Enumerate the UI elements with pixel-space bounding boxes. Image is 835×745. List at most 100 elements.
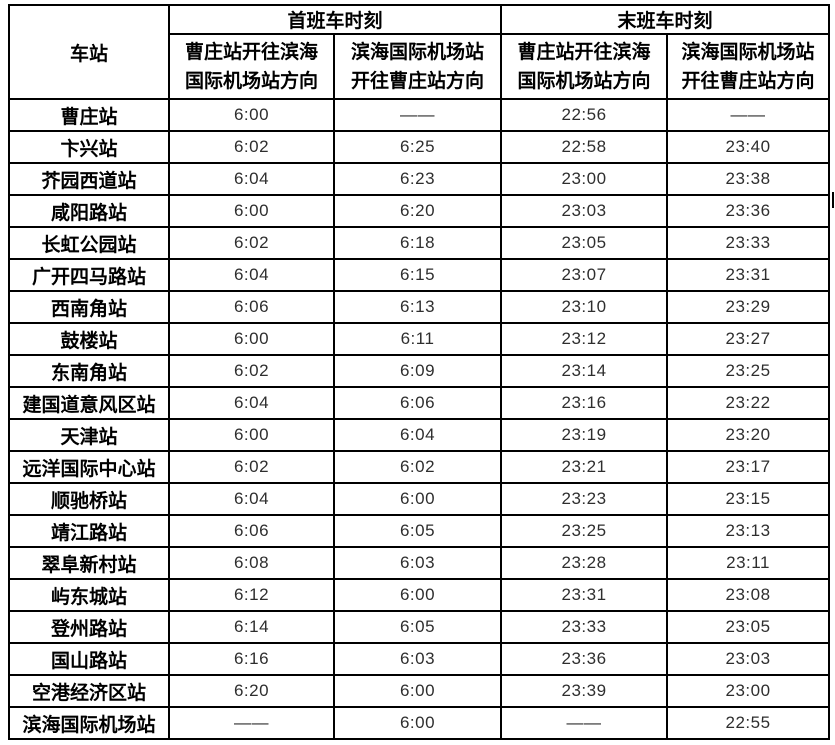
first-train-to-caozhuang-cell: 6:05	[332, 514, 503, 548]
timetable-table: 车站 首班车时刻 末班车时刻 曹庄站开往滨海 国际机场站方向 滨海国际机场站 开…	[8, 4, 831, 740]
first-train-group-header: 首班车时刻	[167, 4, 503, 35]
last-train-to-caozhuang-cell: 23:27	[666, 322, 831, 356]
table-row: 空港经济区站 6:20 6:00 23:39 23:00	[8, 674, 831, 708]
table-row: 屿东城站 6:12 6:00 23:31 23:08	[8, 578, 831, 612]
last-train-to-airport-cell: 23:21	[500, 450, 669, 484]
first-train-to-caozhuang-cell: ——	[332, 98, 503, 132]
direction-header-first-to-airport: 曹庄站开往滨海 国际机场站方向	[168, 33, 335, 100]
timetable-header: 车站 首班车时刻 末班车时刻 曹庄站开往滨海 国际机场站方向 滨海国际机场站 开…	[8, 4, 831, 100]
timetable-body: 曹庄站 6:00 —— 22:56 —— 卞兴站 6:02 6:25 22:58…	[8, 98, 831, 740]
first-train-to-caozhuang-cell: 6:06	[332, 386, 503, 420]
first-train-to-airport-cell: 6:06	[168, 290, 335, 324]
direction-header-line: 开往曹庄站方向	[681, 70, 815, 92]
station-name-cell: 广开四马路站	[8, 258, 170, 292]
last-train-to-airport-cell: 23:31	[500, 578, 669, 612]
first-train-to-caozhuang-cell: 6:03	[332, 642, 503, 676]
first-train-to-airport-cell: 6:00	[168, 322, 335, 356]
station-name-cell: 滨海国际机场站	[8, 706, 170, 740]
table-row: 卞兴站 6:02 6:25 22:58 23:40	[8, 130, 831, 164]
station-name-cell: 长虹公园站	[8, 226, 170, 260]
station-name-cell: 咸阳路站	[8, 194, 170, 228]
direction-header-line: 滨海国际机场站	[681, 41, 815, 63]
last-train-to-airport-cell: 23:28	[500, 546, 669, 580]
direction-header-last-to-airport: 曹庄站开往滨海 国际机场站方向	[500, 33, 669, 100]
table-row: 东南角站 6:02 6:09 23:14 23:25	[8, 354, 831, 388]
last-train-to-caozhuang-cell: 23:08	[666, 578, 831, 612]
table-row: 咸阳路站 6:00 6:20 23:03 23:36	[8, 194, 831, 228]
last-train-to-airport-cell: 23:07	[500, 258, 669, 292]
first-train-to-caozhuang-cell: 6:09	[332, 354, 503, 388]
last-train-to-airport-cell: 22:56	[500, 98, 669, 132]
station-name-cell: 靖江路站	[8, 514, 170, 548]
table-row: 远洋国际中心站 6:02 6:02 23:21 23:17	[8, 450, 831, 484]
station-name-cell: 空港经济区站	[8, 674, 170, 708]
last-train-to-caozhuang-cell: 23:31	[666, 258, 831, 292]
direction-header-row: 曹庄站开往滨海 国际机场站方向 滨海国际机场站 开往曹庄站方向 曹庄站开往滨海 …	[9, 33, 831, 100]
first-train-to-caozhuang-cell: 6:23	[332, 162, 503, 196]
direction-header-line: 曹庄站开往滨海	[517, 41, 651, 63]
first-train-to-caozhuang-cell: 6:11	[332, 322, 503, 356]
last-train-to-airport-cell: 23:10	[500, 290, 669, 324]
station-name-cell: 曹庄站	[8, 98, 170, 132]
first-train-to-airport-cell: 6:04	[168, 258, 335, 292]
last-train-to-airport-cell: 23:25	[500, 514, 669, 548]
first-train-to-caozhuang-cell: 6:20	[332, 194, 503, 228]
last-train-to-airport-cell: 23:00	[500, 162, 669, 196]
first-train-to-airport-cell: 6:06	[168, 514, 335, 548]
table-row: 翠阜新村站 6:08 6:03 23:28 23:11	[8, 546, 831, 580]
station-name-cell: 西南角站	[8, 290, 170, 324]
station-name-cell: 芥园西道站	[8, 162, 170, 196]
first-train-to-airport-cell: 6:00	[168, 418, 335, 452]
first-train-to-caozhuang-cell: 6:25	[332, 130, 503, 164]
first-train-to-caozhuang-cell: 6:00	[332, 706, 503, 740]
last-train-to-airport-cell: 23:05	[500, 226, 669, 260]
first-train-to-caozhuang-cell: 6:02	[332, 450, 503, 484]
first-train-to-caozhuang-cell: 6:03	[332, 546, 503, 580]
last-train-to-airport-cell: ——	[500, 706, 669, 740]
last-train-to-caozhuang-cell: 23:38	[666, 162, 831, 196]
station-name-cell: 远洋国际中心站	[8, 450, 170, 484]
last-train-to-caozhuang-cell: 23:29	[666, 290, 831, 324]
direction-header-line: 曹庄站开往滨海	[184, 41, 318, 63]
last-train-to-caozhuang-cell: 23:40	[666, 130, 831, 164]
station-name-cell: 天津站	[8, 418, 170, 452]
first-train-to-caozhuang-cell: 6:00	[332, 482, 503, 516]
last-train-to-airport-cell: 23:14	[500, 354, 669, 388]
stray-mark	[832, 192, 834, 208]
table-row: 滨海国际机场站 —— 6:00 —— 22:55	[8, 706, 831, 740]
last-train-to-airport-cell: 23:23	[500, 482, 669, 516]
last-train-to-airport-cell: 22:58	[500, 130, 669, 164]
direction-header-first-to-caozhuang: 滨海国际机场站 开往曹庄站方向	[332, 33, 503, 100]
last-train-to-airport-cell: 23:12	[500, 322, 669, 356]
last-train-to-airport-cell: 23:16	[500, 386, 669, 420]
first-train-to-caozhuang-cell: 6:00	[332, 578, 503, 612]
direction-header-line: 国际机场站方向	[517, 70, 651, 92]
station-name-cell: 东南角站	[8, 354, 170, 388]
last-train-to-caozhuang-cell: 23:25	[666, 354, 831, 388]
last-train-to-caozhuang-cell: 23:11	[666, 546, 831, 580]
direction-header-line: 国际机场站方向	[184, 70, 318, 92]
last-train-to-caozhuang-cell: 23:03	[666, 642, 831, 676]
first-train-to-airport-cell: 6:02	[168, 450, 335, 484]
first-train-to-airport-cell: 6:02	[168, 130, 335, 164]
last-train-to-airport-cell: 23:36	[500, 642, 669, 676]
station-name-cell: 国山路站	[8, 642, 170, 676]
station-name-cell: 建国道意风区站	[8, 386, 170, 420]
first-train-to-airport-cell: 6:12	[168, 578, 335, 612]
first-train-to-airport-cell: 6:20	[168, 674, 335, 708]
last-train-to-airport-cell: 23:19	[500, 418, 669, 452]
last-train-to-airport-cell: 23:33	[500, 610, 669, 644]
last-train-to-airport-cell: 23:39	[500, 674, 669, 708]
last-train-group-header: 末班车时刻	[500, 4, 831, 35]
first-train-to-caozhuang-cell: 6:15	[332, 258, 503, 292]
last-train-to-caozhuang-cell: ——	[666, 98, 831, 132]
last-train-to-airport-cell: 23:03	[500, 194, 669, 228]
last-train-to-caozhuang-cell: 23:22	[666, 386, 831, 420]
last-train-to-caozhuang-cell: 23:36	[666, 194, 831, 228]
table-row: 曹庄站 6:00 —— 22:56 ——	[8, 98, 831, 132]
first-train-to-airport-cell: 6:04	[168, 386, 335, 420]
table-row: 西南角站 6:06 6:13 23:10 23:29	[8, 290, 831, 324]
first-train-to-caozhuang-cell: 6:04	[332, 418, 503, 452]
last-train-to-caozhuang-cell: 23:00	[666, 674, 831, 708]
